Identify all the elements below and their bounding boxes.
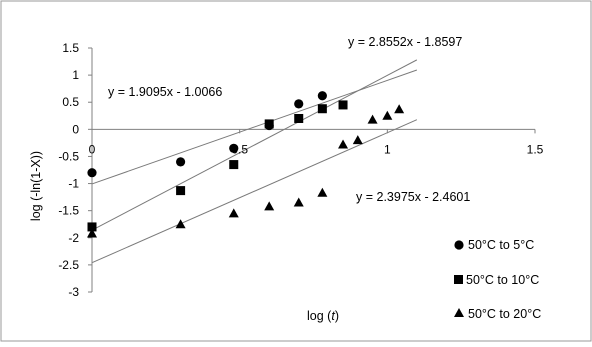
legend-marker-circle (454, 240, 464, 250)
data-point-square (338, 100, 348, 110)
data-point-triangle (367, 114, 378, 124)
legend-marker-square (454, 275, 463, 284)
fit-equation-20c: y = 2.3975x - 2.4601 (356, 190, 470, 204)
x-tick-label: 0 (89, 142, 96, 156)
trendline (91, 59, 418, 231)
data-point-triangle (394, 104, 405, 114)
x-tick-labels: 0 0.5 1 1.5 (89, 142, 544, 156)
legend-label-10c: 50°C to 10°C (466, 273, 539, 287)
legend-label-20c: 50°C to 20°C (468, 307, 541, 321)
x-axis-label-prefix: log ( (307, 309, 332, 323)
y-tick-label: 1.5 (62, 41, 79, 55)
data-point-triangle (264, 201, 275, 211)
data-point-circle (229, 143, 239, 153)
data-point-square (264, 119, 274, 129)
y-tick-label: -1 (68, 177, 79, 191)
data-point-triangle (228, 208, 239, 218)
data-point-triangle (317, 187, 328, 197)
data-point-circle (176, 157, 186, 167)
data-point-triangle (175, 219, 186, 229)
y-tick-label: -2.5 (58, 258, 79, 272)
y-tick-label: -3 (68, 285, 79, 299)
data-point-triangle (293, 197, 304, 207)
trendline (91, 119, 418, 264)
y-tick-labels: 1.5 1 0.5 0 -0.5 -1 -1.5 -2 -2.5 -3 (58, 41, 79, 299)
data-point-square (87, 222, 97, 232)
data-point-triangle (87, 228, 97, 238)
data-points (87, 91, 405, 238)
fit-equation-10c: y = 2.8552x - 1.8597 (348, 35, 462, 49)
data-point-circle (87, 168, 97, 178)
data-point-triangle (382, 110, 393, 120)
x-axis-label-suffix: ) (335, 309, 339, 323)
fit-equation-5c: y = 1.9095x - 1.0066 (108, 85, 222, 99)
y-tick-label: 1 (72, 68, 79, 82)
data-point-circle (317, 91, 327, 101)
data-point-triangle (352, 135, 363, 145)
data-point-square (229, 160, 239, 170)
data-point-triangle (338, 139, 349, 149)
y-tick-label: -1.5 (58, 204, 79, 218)
x-axis-label-variable: t (331, 309, 335, 323)
data-point-square (176, 186, 186, 196)
y-tick-label: -2 (68, 231, 79, 245)
trendline (91, 69, 418, 185)
y-tick-label: 0 (72, 122, 79, 136)
y-tick-label: 0.5 (62, 95, 79, 109)
x-axis-label: log (t) (307, 309, 339, 323)
legend-marker-triangle (454, 308, 464, 317)
data-point-square (294, 113, 304, 123)
legend: 50°C to 5°C 50°C to 10°C 50°C to 20°C (454, 238, 541, 321)
axis-ticks (88, 47, 536, 293)
y-axis-label: log (-ln(1-X)) (29, 151, 43, 221)
legend-label-5c: 50°C to 5°C (468, 238, 534, 252)
data-point-circle (294, 99, 304, 109)
x-tick-label: 1 (384, 142, 391, 156)
data-point-square (317, 104, 327, 114)
x-tick-label: 1.5 (527, 142, 544, 156)
y-tick-label: -0.5 (58, 149, 79, 163)
trendlines (91, 59, 418, 264)
